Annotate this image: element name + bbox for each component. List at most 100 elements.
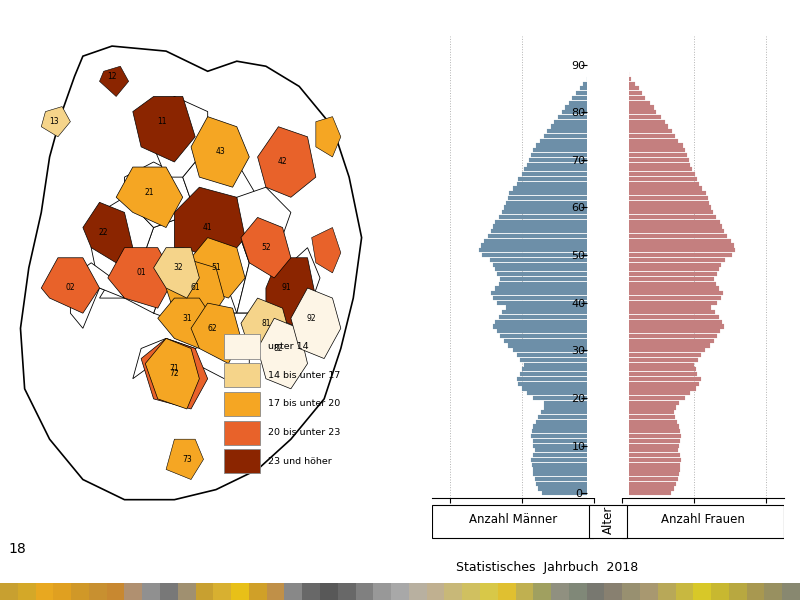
- Bar: [490, 258, 594, 262]
- Text: 82: 82: [274, 344, 283, 353]
- Bar: [622, 158, 689, 162]
- Bar: [249, 583, 266, 600]
- Bar: [622, 58, 624, 62]
- Bar: [524, 362, 594, 367]
- Bar: [622, 343, 710, 347]
- Polygon shape: [195, 338, 250, 379]
- Bar: [71, 583, 89, 600]
- Bar: [622, 210, 713, 214]
- Bar: [522, 386, 594, 391]
- Bar: [54, 583, 71, 600]
- Bar: [495, 286, 594, 290]
- Bar: [527, 163, 594, 167]
- Polygon shape: [146, 338, 199, 409]
- Bar: [622, 415, 675, 419]
- Bar: [565, 106, 594, 110]
- Bar: [622, 477, 678, 481]
- Polygon shape: [154, 97, 208, 177]
- Text: 11: 11: [157, 117, 166, 126]
- Bar: [518, 382, 594, 386]
- Bar: [622, 215, 716, 219]
- Bar: [622, 129, 673, 133]
- Polygon shape: [154, 263, 237, 328]
- Bar: [491, 291, 594, 295]
- Polygon shape: [133, 338, 195, 379]
- Bar: [462, 583, 480, 600]
- Polygon shape: [237, 238, 291, 313]
- Polygon shape: [241, 217, 291, 278]
- Bar: [622, 139, 678, 143]
- Bar: [558, 115, 594, 119]
- Bar: [622, 305, 711, 310]
- Bar: [622, 248, 735, 253]
- Bar: [507, 343, 594, 347]
- Bar: [538, 487, 594, 491]
- FancyBboxPatch shape: [224, 449, 260, 473]
- Polygon shape: [174, 187, 245, 263]
- Bar: [569, 101, 594, 105]
- Bar: [622, 115, 661, 119]
- Bar: [106, 583, 125, 600]
- Bar: [622, 191, 706, 195]
- Bar: [544, 401, 594, 405]
- Text: 42: 42: [278, 157, 287, 166]
- Bar: [622, 72, 629, 76]
- Bar: [622, 110, 656, 115]
- Bar: [622, 272, 718, 276]
- Bar: [622, 263, 721, 267]
- Bar: [426, 583, 445, 600]
- Bar: [543, 406, 594, 410]
- Bar: [538, 415, 594, 419]
- Bar: [622, 339, 714, 343]
- Bar: [592, 62, 594, 67]
- Bar: [536, 482, 594, 486]
- Bar: [640, 583, 658, 600]
- Polygon shape: [166, 439, 203, 479]
- Text: 17 bis unter 20: 17 bis unter 20: [268, 400, 340, 409]
- Bar: [622, 583, 640, 600]
- Polygon shape: [278, 248, 320, 313]
- Polygon shape: [141, 212, 250, 313]
- Bar: [495, 320, 594, 324]
- Bar: [532, 429, 594, 433]
- Bar: [374, 583, 391, 600]
- Polygon shape: [258, 127, 316, 197]
- Bar: [622, 281, 716, 286]
- Bar: [622, 367, 696, 371]
- Bar: [498, 583, 515, 600]
- Bar: [497, 301, 594, 305]
- Bar: [622, 443, 679, 448]
- Bar: [517, 377, 594, 381]
- Bar: [622, 229, 723, 233]
- Bar: [572, 96, 594, 100]
- FancyBboxPatch shape: [224, 421, 260, 445]
- Bar: [533, 148, 594, 152]
- Bar: [513, 348, 594, 352]
- Text: 81: 81: [261, 319, 270, 328]
- Bar: [622, 439, 680, 443]
- Bar: [527, 391, 594, 395]
- Bar: [497, 329, 594, 334]
- Bar: [622, 286, 719, 290]
- Bar: [622, 196, 708, 200]
- Bar: [622, 253, 732, 257]
- Bar: [18, 583, 35, 600]
- Bar: [504, 339, 594, 343]
- Bar: [534, 443, 594, 448]
- FancyBboxPatch shape: [622, 505, 784, 538]
- Bar: [550, 124, 594, 128]
- Bar: [622, 334, 718, 338]
- Bar: [622, 277, 714, 281]
- Polygon shape: [158, 298, 216, 349]
- Bar: [355, 583, 374, 600]
- Text: 02: 02: [66, 283, 75, 292]
- Polygon shape: [21, 46, 362, 500]
- Bar: [518, 177, 594, 181]
- FancyBboxPatch shape: [224, 392, 260, 416]
- Bar: [493, 263, 594, 267]
- Bar: [622, 424, 679, 428]
- Bar: [622, 353, 702, 357]
- Bar: [504, 205, 594, 209]
- Text: 52: 52: [261, 243, 270, 252]
- Bar: [589, 72, 594, 76]
